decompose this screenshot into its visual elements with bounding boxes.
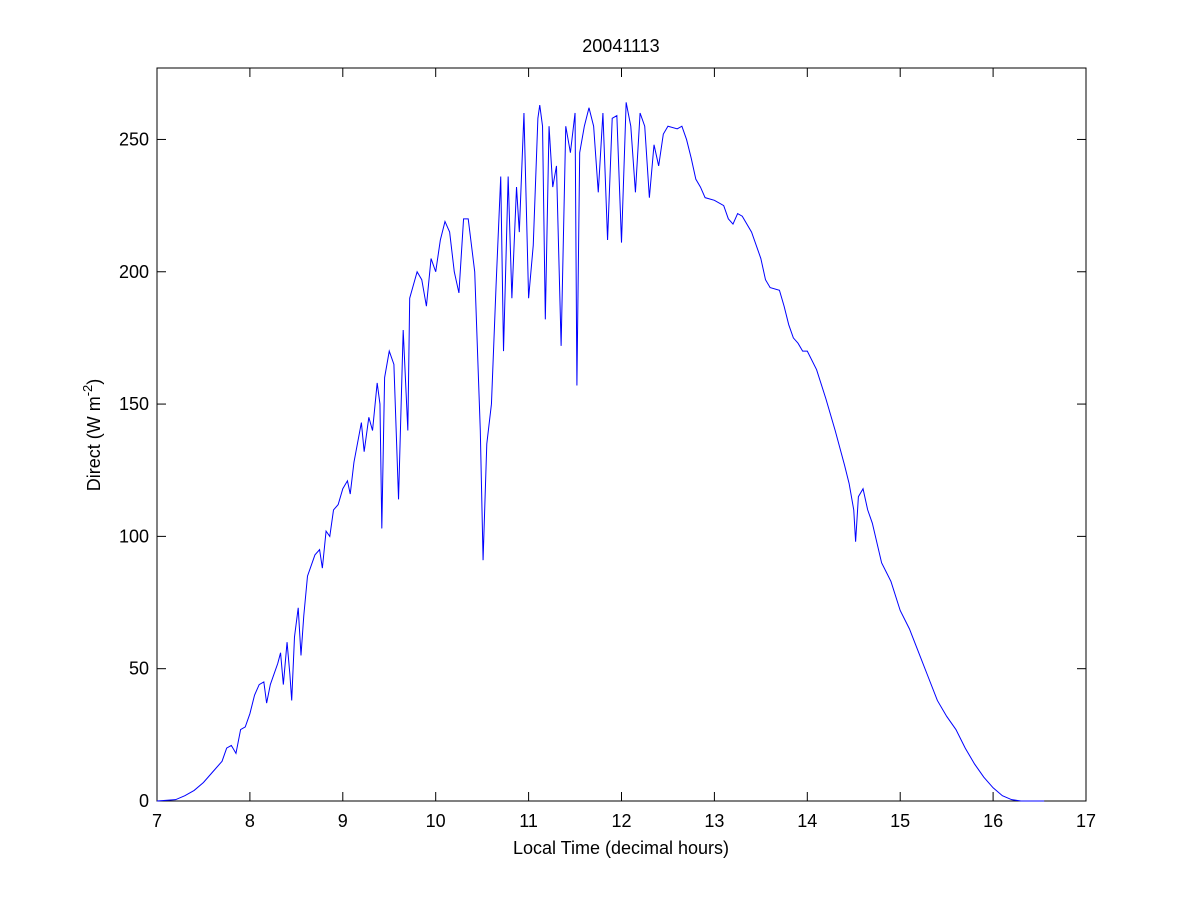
y-axis-label: Direct (W m-2) bbox=[80, 379, 104, 492]
x-tick-label: 13 bbox=[704, 811, 724, 831]
y-tick-label: 50 bbox=[129, 659, 149, 679]
y-axis-label-exponent: -2 bbox=[80, 385, 95, 397]
y-tick-label: 250 bbox=[119, 129, 149, 149]
x-tick-label: 9 bbox=[338, 811, 348, 831]
y-axis-label-text: ) bbox=[84, 379, 104, 385]
x-tick-label: 14 bbox=[797, 811, 817, 831]
y-tick-label: 0 bbox=[139, 791, 149, 811]
x-tick-label: 12 bbox=[611, 811, 631, 831]
data-line bbox=[156, 102, 1045, 802]
y-tick-label: 100 bbox=[119, 526, 149, 546]
x-tick-label: 8 bbox=[245, 811, 255, 831]
y-axis-label-text: Direct (W m bbox=[84, 396, 104, 491]
x-tick-label: 11 bbox=[519, 811, 538, 831]
y-tick-label: 200 bbox=[119, 262, 149, 282]
x-tick-label: 10 bbox=[426, 811, 446, 831]
y-tick-label: 150 bbox=[119, 394, 149, 414]
x-tick-label: 7 bbox=[152, 811, 162, 831]
x-tick-label: 16 bbox=[983, 811, 1003, 831]
x-tick-label: 15 bbox=[890, 811, 910, 831]
x-axis-label: Local Time (decimal hours) bbox=[513, 838, 729, 858]
chart-title: 20041113 bbox=[582, 36, 659, 56]
x-tick-label: 17 bbox=[1076, 811, 1096, 831]
